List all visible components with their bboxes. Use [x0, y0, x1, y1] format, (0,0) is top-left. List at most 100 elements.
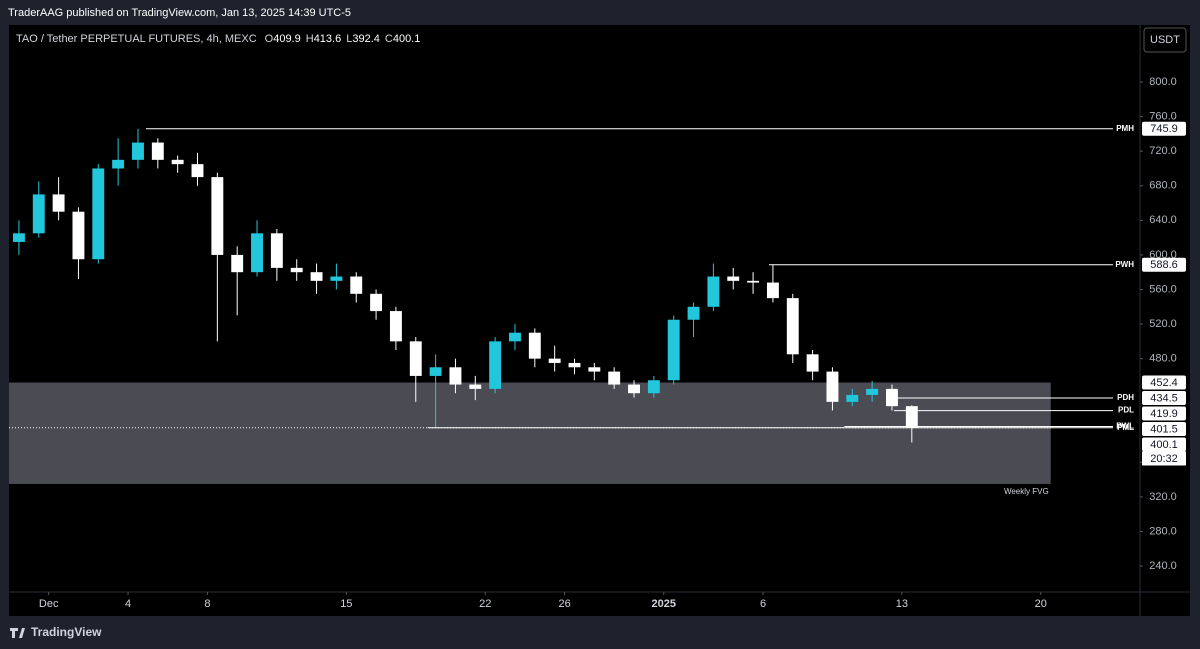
price-axis: [1140, 25, 1190, 592]
candle-body: [846, 394, 859, 402]
currency-label[interactable]: USDT: [1150, 34, 1180, 46]
ohlc-label: H: [306, 33, 314, 45]
price-label-box: [1142, 390, 1186, 405]
ohlc-label: L: [346, 33, 352, 45]
level-label: PMH: [1116, 124, 1134, 133]
candle-body: [231, 254, 244, 273]
price-label-box: [1142, 375, 1186, 390]
publish-info: TraderAAG published on TradingView.com, …: [8, 7, 351, 19]
brand: TradingView: [31, 625, 102, 639]
candle-body: [826, 371, 839, 402]
candle-body: [667, 319, 680, 381]
candle-body: [409, 341, 422, 376]
candle-body: [528, 332, 541, 359]
candle-body: [786, 298, 799, 355]
candle-body: [310, 272, 323, 281]
level-price-label: 400.1: [1150, 439, 1178, 451]
candle-body: [12, 233, 25, 242]
candle-body: [628, 384, 640, 394]
candle-body: [747, 280, 760, 283]
fvg-zone: [9, 382, 1051, 484]
candle-body: [707, 276, 720, 307]
x-tick-label: 22: [479, 598, 491, 610]
price-label-box: [1142, 121, 1186, 136]
candle-body: [766, 282, 779, 299]
logo-icon: [10, 628, 25, 638]
candle-body: [211, 177, 224, 255]
price-label-box: [1142, 406, 1186, 421]
x-tick-label: 15: [340, 598, 352, 610]
level-price-label: 745.9: [1150, 123, 1178, 135]
x-tick-label: 20: [1035, 598, 1047, 610]
candle-body: [548, 358, 561, 363]
price-label-box: [1142, 421, 1186, 436]
candle-body: [866, 388, 879, 395]
x-tick-label: 2025: [652, 598, 676, 610]
y-tick-label: 760.0: [1149, 111, 1177, 123]
level-label: PWH: [1115, 260, 1134, 269]
candle-body: [509, 332, 521, 342]
y-tick-label: 520.0: [1149, 318, 1177, 330]
candle-body: [389, 311, 402, 342]
candle-body: [905, 406, 918, 428]
ohlc-value: 392.4: [352, 33, 380, 45]
level-price-label: 419.9: [1150, 408, 1178, 420]
y-tick-label: 680.0: [1149, 180, 1177, 192]
candle-body: [270, 233, 283, 268]
level-price-label: 401.5: [1150, 423, 1178, 435]
x-tick-label: 4: [125, 598, 131, 610]
candle-body: [151, 142, 164, 160]
level-label: PWL: [1116, 422, 1134, 431]
chart-title: TAO / Tether PERPETUAL FUTURES, 4h, MEXC…: [16, 33, 420, 45]
y-tick-label: 640.0: [1149, 214, 1177, 226]
ohlc-value: 400.1: [393, 33, 421, 45]
y-tick-label: 720.0: [1149, 145, 1177, 157]
y-tick-label: 280.0: [1149, 525, 1177, 537]
candle-body: [32, 194, 45, 234]
currency-button[interactable]: [1143, 27, 1187, 53]
y-tick-label: 560.0: [1149, 283, 1177, 295]
symbol-title: TAO / Tether PERPETUAL FUTURES, 4h, MEXC: [16, 33, 257, 45]
x-tick-label: Dec: [39, 598, 59, 610]
candle-body: [469, 384, 482, 389]
candle-body: [370, 293, 383, 312]
x-tick-label: 6: [760, 598, 766, 610]
fvg-label: Weekly FVG: [1004, 487, 1049, 496]
x-tick-label: 26: [558, 598, 570, 610]
candle-body: [727, 276, 740, 281]
zone-price-label: 452.4: [1150, 377, 1178, 389]
level-label: PDH: [1117, 393, 1134, 402]
candle-body: [429, 367, 442, 376]
price-label-box: [1142, 257, 1186, 272]
ohlc-value: 409.9: [273, 33, 301, 45]
candle-body: [171, 159, 184, 165]
candle-body: [687, 306, 700, 320]
ohlc-value: 413.6: [314, 33, 342, 45]
countdown: 20:32: [1150, 453, 1178, 465]
candle-body: [330, 276, 343, 281]
candle-body: [191, 164, 204, 178]
y-tick-label: 320.0: [1149, 491, 1177, 503]
candle-body: [132, 142, 144, 160]
candle-body: [588, 367, 601, 372]
candle-body: [647, 380, 660, 394]
candle-body: [92, 168, 105, 260]
candle-body: [112, 159, 125, 169]
x-tick-label: 13: [896, 598, 908, 610]
level-price-label: 434.5: [1150, 392, 1178, 404]
y-tick-label: 240.0: [1149, 560, 1177, 572]
candle-body: [449, 367, 462, 385]
y-tick-label: 480.0: [1149, 353, 1177, 365]
candle-body: [72, 211, 85, 260]
candle-body: [52, 194, 65, 212]
candle-body: [608, 371, 621, 385]
candle-body: [251, 233, 263, 273]
candle-body: [568, 362, 581, 368]
time-axis: [9, 592, 1190, 616]
candle-body: [806, 354, 819, 372]
price-label-box: [1142, 437, 1186, 452]
ohlc-label: O: [265, 33, 274, 45]
plot-area: [9, 25, 1140, 592]
x-tick-label: 8: [204, 598, 210, 610]
